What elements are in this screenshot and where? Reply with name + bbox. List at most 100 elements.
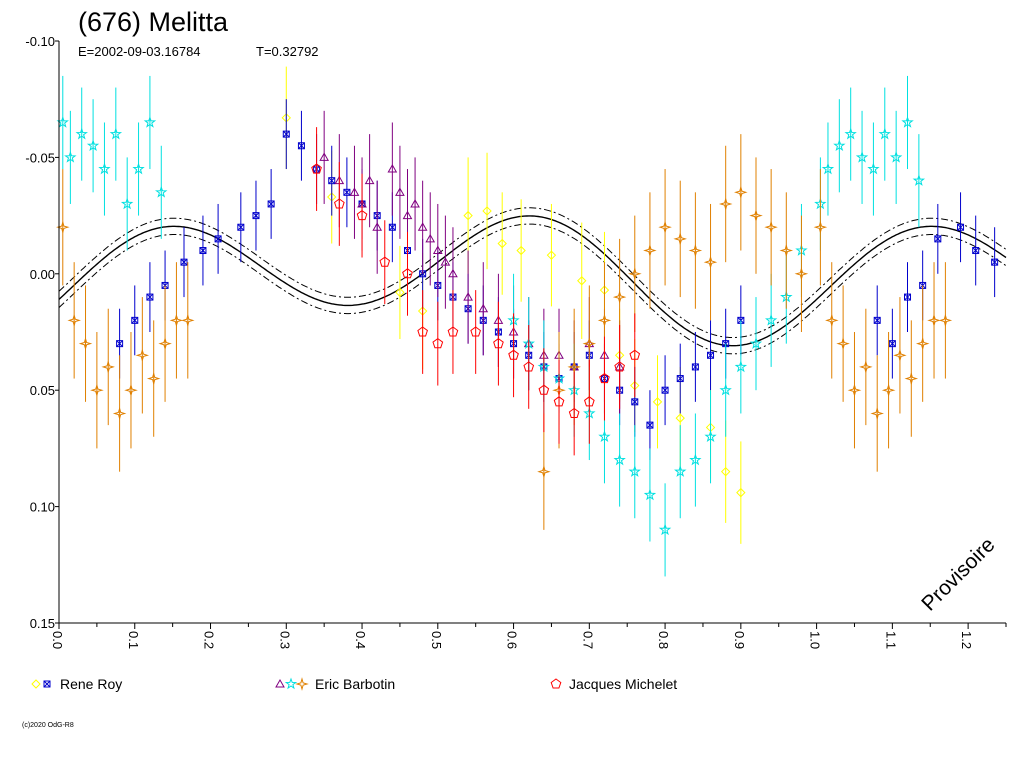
point-marker: [516, 245, 526, 256]
data-point: [764, 169, 778, 286]
point-marker: [584, 396, 595, 407]
point-marker: [825, 313, 839, 328]
data-point: [691, 332, 699, 402]
data-point: [628, 425, 641, 519]
data-point: [718, 145, 733, 263]
point-marker: [676, 375, 684, 383]
point-marker: [821, 162, 835, 175]
data-point: [676, 343, 684, 414]
data-point: [859, 308, 873, 426]
fit-band-lower: [58, 223, 1007, 355]
data-point: [372, 180, 383, 274]
point-marker: [614, 361, 625, 372]
point-marker: [658, 523, 672, 536]
point-marker: [991, 258, 999, 266]
point-marker: [364, 175, 375, 185]
data-point: [878, 87, 891, 181]
legend-item: Eric Barbotin: [275, 676, 395, 692]
point-marker: [673, 232, 687, 246]
point-marker: [463, 292, 473, 301]
data-point: [343, 157, 351, 228]
point-marker: [734, 185, 748, 200]
data-point: [734, 134, 748, 251]
point-marker: [448, 268, 458, 278]
data-point: [934, 203, 942, 274]
point-marker: [538, 384, 550, 395]
point-marker: [628, 267, 642, 281]
data-point: [628, 215, 642, 332]
data-point: [132, 122, 145, 216]
data-point: [482, 152, 492, 270]
data-point: [364, 134, 375, 228]
point-marker: [199, 247, 207, 255]
point-marker: [720, 466, 731, 477]
data-point: [131, 285, 139, 356]
point-marker: [523, 361, 535, 372]
point-marker: [718, 197, 733, 211]
point-marker: [927, 313, 941, 328]
data-point: [927, 262, 941, 379]
point-marker: [915, 336, 930, 351]
data-point: [577, 222, 587, 339]
data-point: [199, 215, 207, 286]
data-point: [432, 301, 444, 386]
data-point: [387, 122, 398, 216]
data-point: [537, 413, 551, 530]
data-point: [912, 134, 926, 228]
data-point: [836, 285, 850, 402]
point-marker: [833, 139, 846, 152]
data-point: [957, 192, 965, 263]
point-marker: [893, 348, 907, 363]
data-point: [297, 110, 305, 181]
point-marker: [425, 233, 436, 243]
point-marker: [870, 406, 884, 421]
data-point: [67, 262, 81, 379]
point-marker: [643, 488, 657, 501]
point-marker: [334, 198, 345, 209]
y-tick-label: 0.05: [30, 383, 55, 398]
data-point: [78, 285, 93, 402]
data-point: [478, 262, 489, 356]
point-marker: [109, 127, 123, 140]
data-point: [112, 355, 127, 472]
data-point: [844, 87, 857, 181]
point-marker: [537, 464, 551, 479]
data-point: [584, 359, 595, 444]
point-marker: [372, 222, 383, 231]
data-point: [146, 320, 161, 437]
point-marker: [410, 198, 420, 208]
point-marker: [631, 398, 639, 406]
data-point: [334, 162, 345, 246]
data-point: [463, 250, 473, 344]
point-marker: [143, 115, 157, 128]
point-marker: [86, 139, 100, 152]
x-tick-label: 0.0: [50, 631, 65, 649]
point-marker: [646, 421, 654, 429]
point-marker: [169, 313, 184, 328]
point-marker: [689, 453, 702, 466]
point-marker: [131, 316, 139, 324]
x-tick-label: 0.1: [126, 631, 141, 649]
point-marker: [56, 220, 70, 234]
legend-item: Rene Roy: [31, 676, 122, 692]
data-point: [893, 297, 907, 414]
point-marker: [297, 142, 305, 150]
axis-ticks: -0.10 -0.05 0.00 0.05 0.10 0.150.0 0.1 0.2 0.3 0.…: [25, 34, 1007, 649]
legend-marker: [43, 680, 51, 688]
legend: Rene Roy Eric Barbotin Jacques Michelet: [31, 676, 677, 692]
point-marker: [749, 208, 763, 223]
point-marker: [349, 187, 360, 196]
point-marker: [78, 336, 93, 351]
data-point: [553, 359, 565, 444]
point-marker: [395, 287, 405, 298]
point-marker: [75, 127, 88, 140]
point-marker: [64, 150, 77, 163]
point-marker: [214, 235, 222, 243]
data-point: [432, 203, 443, 298]
point-marker: [691, 363, 699, 371]
x-tick-label: 0.4: [353, 631, 368, 649]
data-point: [673, 180, 687, 298]
x-tick-label: 0.2: [202, 631, 217, 649]
data-point: [158, 285, 172, 402]
point-marker: [181, 313, 195, 328]
